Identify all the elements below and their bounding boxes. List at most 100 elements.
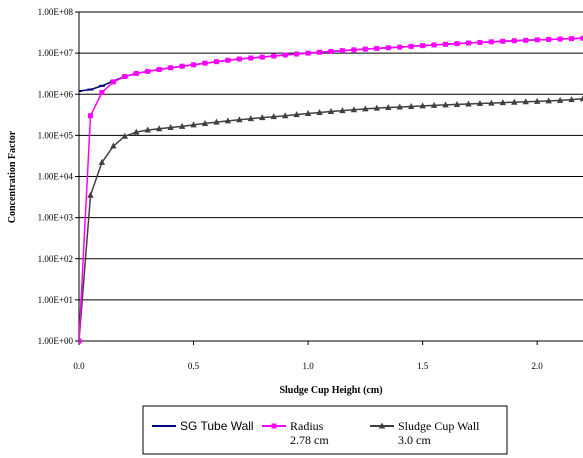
data-point (477, 39, 483, 45)
data-point (156, 66, 162, 72)
data-point (270, 113, 277, 120)
data-point (499, 99, 507, 106)
data-point (420, 43, 426, 49)
data-point (282, 52, 288, 58)
data-point (201, 119, 209, 126)
data-point (373, 104, 381, 111)
data-point (546, 36, 552, 42)
data-point (247, 115, 255, 122)
data-point (328, 48, 334, 54)
data-point (225, 57, 231, 63)
data-point (110, 142, 117, 149)
data-point (511, 98, 518, 105)
data-point (305, 50, 311, 56)
x-tick-label: 1.5 (417, 361, 429, 371)
data-point (133, 70, 139, 76)
data-point (236, 116, 243, 123)
legend-label: 2.78 cm (290, 433, 329, 447)
legend-label: Radius (290, 419, 324, 433)
data-point (511, 38, 517, 44)
data-point (545, 97, 552, 104)
series-2 (79, 95, 583, 344)
y-axis-label: Concentration Factor (7, 130, 18, 223)
data-point (465, 40, 471, 46)
legend-box (142, 405, 508, 455)
data-point (442, 101, 449, 108)
data-point (385, 45, 391, 51)
x-tick-label: 0.0 (73, 361, 85, 371)
data-point (271, 423, 277, 429)
y-tick-label: 1.00E+02 (38, 254, 73, 264)
data-point (145, 68, 151, 74)
y-tick-label: 1.00E+08 (38, 7, 74, 17)
y-tick-label: 1.00E+00 (38, 336, 74, 346)
data-point (178, 122, 186, 129)
data-point (281, 112, 289, 119)
y-tick-label: 1.00E+05 (38, 130, 74, 140)
data-point (213, 59, 219, 65)
data-point (579, 95, 583, 102)
x-tick-label: 0.5 (188, 361, 200, 371)
data-point (419, 102, 426, 109)
data-point (168, 65, 174, 71)
data-point (430, 101, 438, 108)
data-point (556, 96, 564, 103)
data-point (431, 42, 437, 48)
data-point (580, 35, 583, 41)
data-point (454, 41, 460, 47)
x-tick-labels: 0.0 0.5 1.0 1.5 2.0 (73, 361, 543, 371)
data-point (500, 38, 506, 44)
data-point (362, 46, 368, 52)
data-point (293, 111, 300, 118)
data-point (316, 108, 323, 115)
y-tick-label: 1.00E+06 (38, 89, 74, 99)
data-point (533, 97, 541, 104)
plot-area (78, 11, 583, 342)
legend-label: 3.0 cm (398, 433, 431, 447)
data-point (476, 100, 484, 107)
data-point (110, 79, 116, 85)
data-point (534, 37, 540, 43)
y-tick-label: 1.00E+07 (38, 48, 74, 58)
data-point (191, 62, 197, 68)
data-point (87, 113, 93, 119)
data-point (144, 126, 151, 133)
data-point (179, 63, 185, 69)
data-point (407, 102, 415, 109)
data-point (396, 103, 403, 110)
x-tick-label: 1.0 (302, 361, 314, 371)
data-point (465, 100, 472, 107)
x-axis-label: Sludge Cup Height (cm) (279, 385, 382, 396)
data-point (453, 100, 461, 107)
data-point (317, 49, 323, 55)
data-point (523, 37, 529, 43)
data-point (339, 107, 346, 114)
data-point (99, 90, 105, 96)
data-point (202, 60, 208, 66)
data-point (259, 114, 266, 121)
data-point (167, 124, 174, 131)
y-tick-label: 1.00E+04 (38, 172, 74, 182)
x-tick-label: 2.0 (532, 361, 544, 371)
data-point (339, 48, 345, 54)
data-point (224, 117, 232, 124)
data-point (351, 47, 357, 53)
data-point (488, 39, 494, 45)
data-point (569, 36, 575, 42)
data-point (98, 158, 106, 165)
data-point (133, 128, 140, 135)
legend-label: Sludge Cup Wall (398, 419, 480, 433)
data-point (362, 105, 369, 112)
data-point (378, 422, 386, 429)
data-point (121, 132, 129, 139)
data-point (408, 43, 414, 49)
data-point (488, 99, 495, 106)
y-tick-labels: 1.00E+00 1.00E+01 1.00E+02 1.00E+03 1.00E+04… (38, 7, 74, 346)
data-point (568, 96, 575, 103)
data-point (327, 108, 335, 115)
data-point (236, 56, 242, 62)
data-point (304, 110, 312, 117)
data-point (122, 74, 128, 80)
